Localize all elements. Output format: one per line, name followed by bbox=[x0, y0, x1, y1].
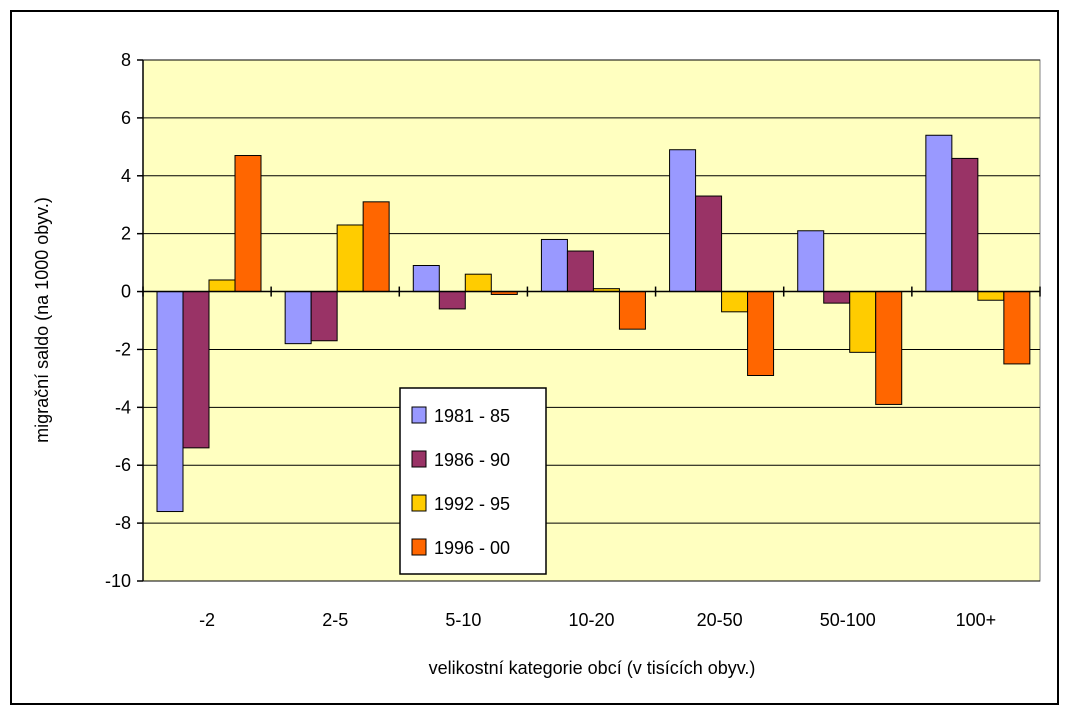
legend-label: 1996 - 00 bbox=[434, 538, 510, 558]
y-tick-label: 0 bbox=[121, 282, 131, 302]
x-tick-label: 10-20 bbox=[568, 610, 614, 630]
bar bbox=[182, 291, 210, 449]
x-tick-label: 20-50 bbox=[697, 610, 743, 630]
legend-label: 1981 - 85 bbox=[434, 406, 510, 426]
legend-label: 1986 - 90 bbox=[434, 450, 510, 470]
bar bbox=[797, 230, 825, 293]
bar bbox=[849, 291, 877, 353]
bar bbox=[951, 157, 979, 293]
bar bbox=[208, 279, 236, 293]
y-tick-label: -4 bbox=[115, 397, 131, 417]
bar bbox=[721, 291, 749, 313]
legend-label: 1992 - 95 bbox=[434, 494, 510, 514]
bar bbox=[875, 291, 903, 405]
bar bbox=[618, 291, 646, 330]
bar bbox=[156, 291, 184, 513]
y-tick-label: -8 bbox=[115, 513, 131, 533]
y-tick-label: -10 bbox=[105, 571, 131, 591]
y-tick-label: -6 bbox=[115, 455, 131, 475]
x-tick-label: 50-100 bbox=[820, 610, 876, 630]
y-tick-label: 4 bbox=[121, 166, 131, 186]
bar bbox=[669, 149, 697, 293]
bar bbox=[336, 224, 364, 293]
legend: 1981 - 85 1986 - 90 1992 - 95 1996 - 00 bbox=[399, 387, 547, 575]
bar bbox=[362, 201, 390, 293]
x-tick-label: 5-10 bbox=[445, 610, 481, 630]
bar bbox=[284, 291, 312, 345]
bar bbox=[1003, 291, 1031, 365]
y-tick-label: 8 bbox=[121, 50, 131, 70]
bar bbox=[438, 291, 466, 310]
bar bbox=[925, 134, 953, 293]
x-tick-label: 2-5 bbox=[322, 610, 348, 630]
legend-swatch bbox=[411, 494, 427, 512]
plot-area bbox=[142, 59, 1041, 582]
legend-swatch bbox=[411, 538, 427, 556]
bar bbox=[823, 291, 851, 304]
bar bbox=[412, 265, 440, 293]
bar bbox=[310, 291, 338, 342]
y-tick-label: -2 bbox=[115, 339, 131, 359]
bar bbox=[747, 291, 775, 376]
y-axis-title: migrační saldo (na 1000 obyv.) bbox=[32, 197, 52, 443]
bar bbox=[977, 291, 1005, 301]
x-tick-label: -2 bbox=[199, 610, 215, 630]
y-tick-label: 2 bbox=[121, 224, 131, 244]
legend-swatch bbox=[411, 406, 427, 424]
bar bbox=[695, 195, 723, 293]
x-axis-title: velikostní kategorie obcí (v tisících ob… bbox=[429, 658, 756, 678]
x-tick-label: 100+ bbox=[956, 610, 997, 630]
bar bbox=[234, 155, 262, 293]
legend-swatch bbox=[411, 450, 427, 468]
bar bbox=[464, 273, 492, 293]
y-tick-label: 6 bbox=[121, 108, 131, 128]
bar bbox=[540, 238, 568, 293]
bar bbox=[566, 250, 594, 293]
